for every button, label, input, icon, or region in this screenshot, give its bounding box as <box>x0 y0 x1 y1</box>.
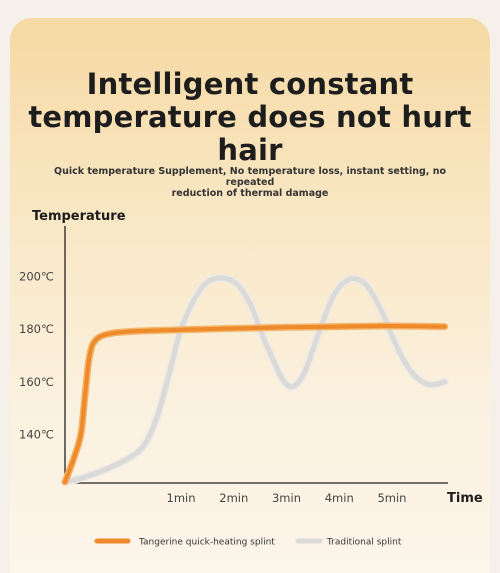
x-tick-label: 4min <box>325 491 354 505</box>
series-tangerine-line <box>63 324 447 484</box>
series-traditional-line <box>62 275 448 485</box>
subtitle-line-1: Quick temperature Supplement, No tempera… <box>54 166 446 188</box>
chart-legend: Tangerine quick-heating splint Traditiona… <box>94 538 402 548</box>
card-background: Intelligent constant temperature does no… <box>10 18 490 573</box>
x-tick-label: 5min <box>377 491 406 505</box>
y-axis-title: Temperature <box>32 209 126 224</box>
y-tick-label: 200℃ <box>19 270 54 284</box>
chart-tick-labels: Temperature Time 140℃ 160℃ 180℃ 200℃ 1min 2min 3… <box>19 209 483 506</box>
y-tick-label: 180℃ <box>19 322 54 336</box>
x-axis-title: Time <box>447 491 483 506</box>
y-tick-label: 140℃ <box>19 428 54 442</box>
title-line-2: temperature does not hurt hair <box>28 100 472 167</box>
x-tick-label: 2min <box>219 491 248 505</box>
title-line-1: Intelligent constant <box>86 67 414 101</box>
legend-label-traditional: Traditional splint <box>326 538 402 548</box>
page-title: Intelligent constant temperature does no… <box>10 68 490 167</box>
chart-series <box>61 273 449 486</box>
x-tick-label: 1min <box>167 491 196 505</box>
chart-axes <box>64 226 448 484</box>
x-tick-label: 3min <box>272 491 301 505</box>
page-subtitle: Quick temperature Supplement, No tempera… <box>40 166 460 199</box>
subtitle-line-2: reduction of thermal damage <box>171 188 329 199</box>
y-tick-label: 160℃ <box>19 375 54 389</box>
legend-label-tangerine: Tangerine quick-heating splint <box>138 538 275 548</box>
